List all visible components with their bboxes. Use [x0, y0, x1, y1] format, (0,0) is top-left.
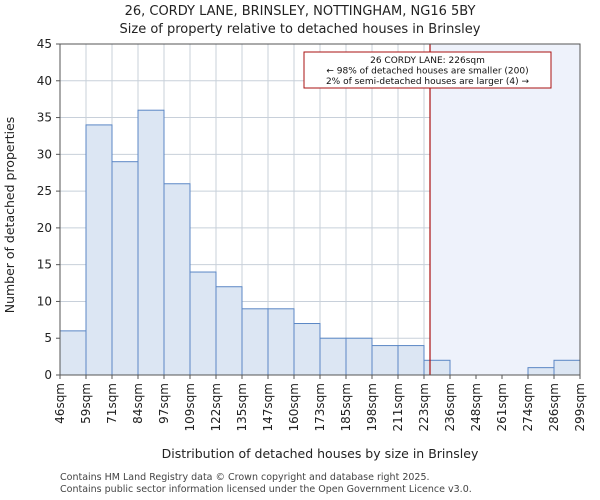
x-tick-label: 185sqm — [339, 383, 353, 431]
histogram-bar — [319, 337, 347, 376]
larger-region-highlight — [430, 44, 580, 375]
histogram-bar — [241, 308, 269, 376]
x-tick-label: 248sqm — [469, 383, 483, 431]
x-tick-label: 236sqm — [443, 383, 457, 431]
y-tick-label: 30 — [37, 147, 52, 161]
histogram-bar — [345, 337, 373, 376]
histogram-bar — [267, 308, 295, 376]
x-tick-label: 223sqm — [417, 383, 431, 431]
histogram-bar — [111, 161, 139, 376]
y-tick-label: 20 — [37, 221, 52, 235]
y-tick-label: 15 — [37, 258, 52, 272]
x-tick-label: 59sqm — [79, 383, 93, 424]
y-tick-label: 5 — [44, 331, 52, 345]
y-tick-label: 40 — [37, 74, 52, 88]
chart-title: 26, CORDY LANE, BRINSLEY, NOTTINGHAM, NG… — [124, 4, 476, 19]
y-tick-label: 45 — [37, 37, 52, 51]
x-tick-label: 261sqm — [495, 383, 509, 431]
x-tick-label: 84sqm — [131, 383, 145, 424]
histogram-bar — [215, 286, 243, 376]
annotation-box — [303, 51, 552, 89]
histogram-bar — [397, 345, 425, 376]
x-tick-label: 147sqm — [261, 383, 275, 431]
footer-line-1: Contains HM Land Registry data © Crown c… — [60, 472, 430, 483]
x-tick-label: 97sqm — [157, 383, 171, 424]
histogram-bar — [85, 124, 113, 376]
x-tick-label: 299sqm — [573, 383, 587, 431]
y-axis-label: Number of detached properties — [2, 117, 17, 314]
y-tick-label: 25 — [37, 184, 52, 198]
x-tick-label: 135sqm — [235, 383, 249, 431]
x-tick-label: 160sqm — [287, 383, 301, 431]
annotation-line: 2% of semi-detached houses are larger (4… — [326, 77, 530, 87]
histogram-bar — [527, 367, 555, 376]
y-tick-label: 35 — [37, 111, 52, 125]
x-tick-label: 122sqm — [209, 383, 223, 431]
x-tick-label: 173sqm — [313, 383, 327, 431]
annotation-title: 26 CORDY LANE: 226sqm — [370, 56, 485, 66]
x-tick-label: 211sqm — [391, 383, 405, 431]
histogram-bar — [59, 330, 87, 376]
x-tick-label: 198sqm — [365, 383, 379, 431]
histogram-bar — [293, 323, 321, 376]
y-tick-label: 0 — [44, 368, 52, 382]
x-tick-label: 274sqm — [521, 383, 535, 431]
y-tick-label: 10 — [37, 294, 52, 308]
x-tick-label: 46sqm — [53, 383, 67, 424]
histogram-bar — [423, 359, 451, 376]
histogram-bar — [371, 345, 399, 376]
x-tick-label: 109sqm — [183, 383, 197, 431]
footer-line-2: Contains public sector information licen… — [60, 484, 472, 495]
histogram-bar — [189, 271, 217, 376]
x-axis-label: Distribution of detached houses by size … — [162, 446, 479, 461]
chart-subtitle: Size of property relative to detached ho… — [119, 22, 481, 37]
x-tick-label: 71sqm — [105, 383, 119, 424]
histogram-bar — [553, 359, 581, 376]
histogram-bar — [137, 109, 165, 376]
annotation-line: ← 98% of detached houses are smaller (20… — [326, 67, 528, 77]
x-tick-label: 286sqm — [547, 383, 561, 431]
histogram-bar — [163, 183, 191, 376]
